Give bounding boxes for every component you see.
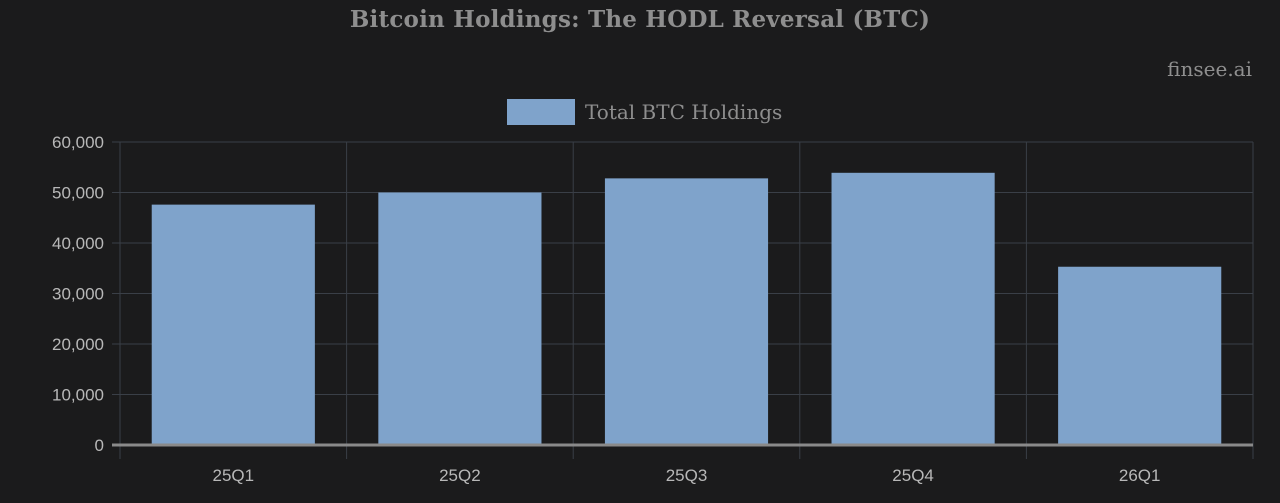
y-tick-label: 30,000: [52, 285, 104, 304]
x-axis-labels: 25Q1 25Q2 25Q3 25Q4 26Q1: [213, 466, 1161, 485]
x-tick-label: 25Q4: [892, 466, 934, 485]
watermark: finsee.ai: [1167, 57, 1252, 81]
y-axis-labels: 0 10,000 20,000 30,000 40,000 50,000 60,000: [52, 133, 104, 455]
x-tick-label: 25Q2: [439, 466, 481, 485]
x-tick-label: 25Q1: [213, 466, 255, 485]
legend-swatch: [507, 99, 575, 125]
y-tick-label: 40,000: [52, 234, 104, 253]
bars: [151, 172, 1222, 446]
y-tick-label: 20,000: [52, 335, 104, 354]
bar-26Q1[interactable]: [1058, 266, 1222, 445]
x-tick-label: 25Q3: [666, 466, 708, 485]
chart-title: Bitcoin Holdings: The HODL Reversal (BTC…: [349, 6, 931, 33]
bar-25Q3[interactable]: [604, 178, 769, 446]
bar-25Q2[interactable]: [378, 192, 542, 446]
y-tick-label: 0: [95, 436, 104, 455]
y-tick-label: 10,000: [52, 386, 104, 405]
axes: [112, 141, 1254, 459]
y-tick-label: 60,000: [52, 133, 104, 152]
legend[interactable]: Total BTC Holdings: [507, 98, 782, 126]
y-tick-label: 50,000: [52, 184, 104, 203]
bar-25Q1[interactable]: [151, 204, 315, 445]
legend-label: Total BTC Holdings: [585, 100, 783, 124]
x-tick-label: 26Q1: [1119, 466, 1161, 485]
bar-25Q4[interactable]: [831, 172, 995, 445]
